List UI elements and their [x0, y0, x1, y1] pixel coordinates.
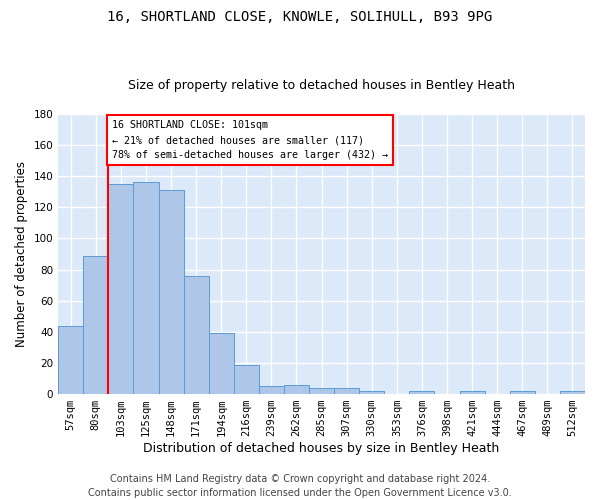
- X-axis label: Distribution of detached houses by size in Bentley Heath: Distribution of detached houses by size …: [143, 442, 500, 455]
- Bar: [133, 182, 158, 394]
- Bar: [184, 276, 209, 394]
- Text: Contains HM Land Registry data © Crown copyright and database right 2024.
Contai: Contains HM Land Registry data © Crown c…: [88, 474, 512, 498]
- Bar: [58, 326, 83, 394]
- Bar: [209, 334, 234, 394]
- Bar: [284, 384, 309, 394]
- Bar: [334, 388, 359, 394]
- Bar: [83, 256, 109, 394]
- Bar: [309, 388, 334, 394]
- Text: 16 SHORTLAND CLOSE: 101sqm
← 21% of detached houses are smaller (117)
78% of sem: 16 SHORTLAND CLOSE: 101sqm ← 21% of deta…: [112, 120, 388, 160]
- Bar: [109, 184, 133, 394]
- Bar: [234, 364, 259, 394]
- Bar: [510, 391, 535, 394]
- Bar: [409, 391, 434, 394]
- Bar: [560, 391, 585, 394]
- Bar: [259, 386, 284, 394]
- Y-axis label: Number of detached properties: Number of detached properties: [15, 161, 28, 347]
- Bar: [359, 391, 385, 394]
- Bar: [460, 391, 485, 394]
- Text: 16, SHORTLAND CLOSE, KNOWLE, SOLIHULL, B93 9PG: 16, SHORTLAND CLOSE, KNOWLE, SOLIHULL, B…: [107, 10, 493, 24]
- Bar: [158, 190, 184, 394]
- Title: Size of property relative to detached houses in Bentley Heath: Size of property relative to detached ho…: [128, 79, 515, 92]
